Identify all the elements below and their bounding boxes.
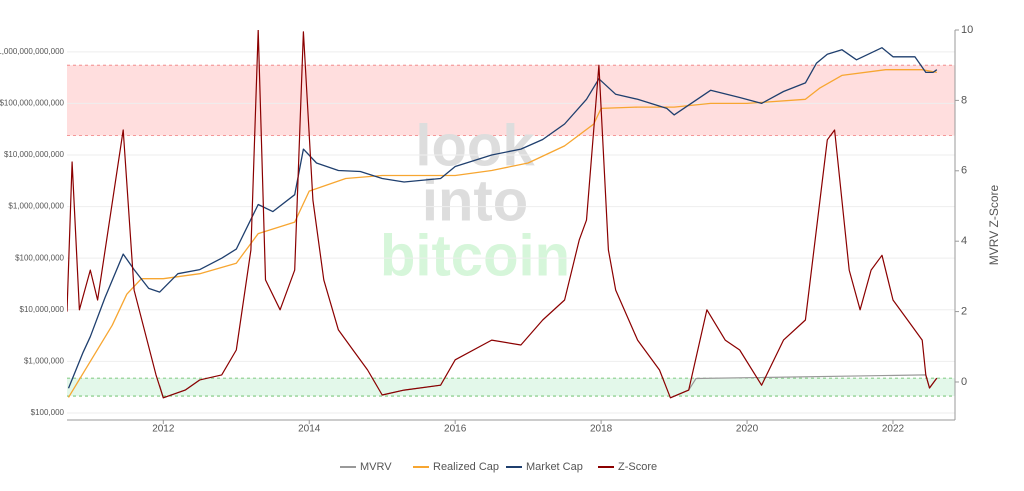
plot-lines — [67, 30, 938, 399]
x-tick-label: 2020 — [736, 424, 759, 435]
axes: $100,000 $1,000,000 $10,000,000 $100,000,00… — [0, 24, 973, 435]
y2-tick-label: 10 — [961, 24, 973, 36]
x-tick-label: 2022 — [882, 424, 905, 435]
y-tick-label: $1,000,000,000 — [8, 202, 64, 211]
legend-label[interactable]: Market Cap — [526, 461, 583, 473]
x-tick-label: 2016 — [444, 424, 467, 435]
zone-band — [67, 65, 955, 136]
watermark-text: look — [415, 113, 535, 178]
y-tick-label: $10,000,000 — [20, 305, 65, 314]
y2-tick-label: 4 — [961, 235, 967, 247]
y-tick-label: $100,000,000 — [15, 253, 64, 262]
legend-label[interactable]: Z-Score — [618, 461, 657, 473]
y-tick-label: $100,000,000,000 — [0, 99, 65, 108]
watermark-text: bitcoin — [380, 223, 570, 288]
x-tick-label: 2018 — [590, 424, 613, 435]
x-tick-label: 2012 — [152, 424, 175, 435]
series-line — [67, 69, 937, 398]
y-tick-label: $1,000,000,000,000 — [0, 47, 65, 56]
y-tick-label: $1,000,000 — [24, 356, 65, 365]
zone-band — [67, 378, 955, 397]
series-line — [67, 30, 938, 399]
legend: MVRV Realized Cap Market Cap Z-Score — [340, 461, 657, 473]
y2-tick-label: 2 — [961, 305, 967, 317]
y2-axis-label: MVRV Z-Score — [987, 184, 1001, 265]
series-line — [67, 47, 938, 389]
y-tick-label: $100,000 — [31, 408, 65, 417]
legend-label[interactable]: MVRV — [360, 461, 392, 473]
y2-tick-label: 6 — [961, 165, 967, 177]
legend-label[interactable]: Realized Cap — [433, 461, 499, 473]
plot-background — [67, 64, 955, 397]
y2-tick-label: 0 — [961, 376, 967, 388]
x-tick-label: 2014 — [298, 424, 321, 435]
y-tick-label: $10,000,000,000 — [4, 150, 65, 159]
y2-tick-label: 8 — [961, 94, 967, 106]
